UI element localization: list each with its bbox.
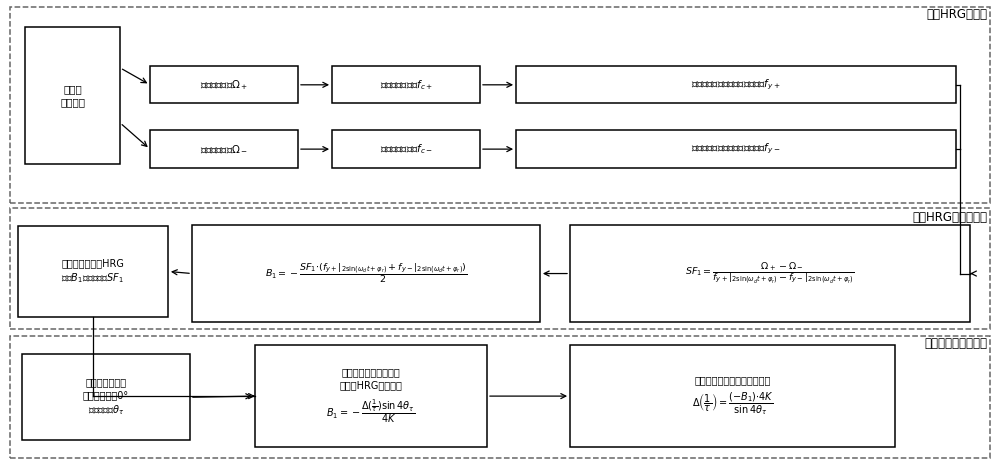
Text: 力反馈控制回路施加静电反馈力$f_{y-}$: 力反馈控制回路施加静电反馈力$f_{y-}$ bbox=[691, 142, 781, 156]
Bar bbox=[10, 336, 990, 458]
Bar bbox=[255, 345, 487, 447]
Text: 确定非等阻尼误差系数
与速率HRG零偏关系
$B_1 = -\dfrac{\Delta(\frac{1}{\tau})\sin4\theta_{\tau}}{4: 确定非等阻尼误差系数 与速率HRG零偏关系 $B_1 = -\dfrac{\De… bbox=[326, 367, 416, 425]
Bar bbox=[18, 226, 168, 317]
Text: 速率HRG自激励: 速率HRG自激励 bbox=[926, 8, 987, 21]
Bar bbox=[10, 208, 990, 329]
Text: 反解谐振子非等阻尼误差系数
$\Delta\left(\dfrac{1}{\tau}\right)=\dfrac{(-B_1){\cdot}4K}{\sin4\: 反解谐振子非等阻尼误差系数 $\Delta\left(\dfrac{1}{\ta… bbox=[692, 375, 773, 418]
Text: 自激励
控制模块: 自激励 控制模块 bbox=[60, 84, 85, 107]
Text: 施加虚拟哥氏力$f_{c-}$: 施加虚拟哥氏力$f_{c-}$ bbox=[380, 142, 432, 156]
Text: $SF_1 = \dfrac{\Omega_+-\Omega_-}{f_{y+}|_{2\sin(\omega_d t+\varphi_r)}-f_{y-}|_: $SF_1 = \dfrac{\Omega_+-\Omega_-}{f_{y+}… bbox=[685, 261, 855, 286]
Bar bbox=[150, 66, 298, 103]
Text: 力反馈控制回路施加静电反馈力$f_{y+}$: 力反馈控制回路施加静电反馈力$f_{y+}$ bbox=[691, 78, 781, 92]
Bar bbox=[150, 130, 298, 168]
Bar bbox=[516, 66, 956, 103]
Text: 自激励正输入$\Omega_+$: 自激励正输入$\Omega_+$ bbox=[200, 78, 248, 92]
Bar bbox=[570, 225, 970, 322]
Bar bbox=[25, 27, 120, 164]
Text: 谐振子检测获得
最大阻尼轴与0°
电极轴夹角$\theta_{\tau}$: 谐振子检测获得 最大阻尼轴与0° 电极轴夹角$\theta_{\tau}$ bbox=[83, 377, 129, 418]
Bar bbox=[22, 354, 190, 440]
Bar bbox=[332, 130, 480, 168]
Bar bbox=[570, 345, 895, 447]
Text: 施加虚拟哥氏力$f_{c+}$: 施加虚拟哥氏力$f_{c+}$ bbox=[380, 78, 432, 92]
Text: 自激励负输入$\Omega_-$: 自激励负输入$\Omega_-$ bbox=[200, 144, 248, 155]
Text: 谐振子参数反解辨识: 谐振子参数反解辨识 bbox=[924, 337, 987, 350]
Text: 速率HRG误差自标定: 速率HRG误差自标定 bbox=[912, 211, 987, 224]
Bar bbox=[192, 225, 540, 322]
Text: 自标定获得速率HRG
零偏$B_1$和标度因数$SF_1$: 自标定获得速率HRG 零偏$B_1$和标度因数$SF_1$ bbox=[61, 258, 125, 285]
Bar bbox=[10, 7, 990, 203]
Bar bbox=[516, 130, 956, 168]
Text: $B_1 = -\dfrac{SF_1{\cdot}(f_{y+}|_{2\sin(\omega_d t+\varphi_r)}+f_{y-}|_{2\sin(: $B_1 = -\dfrac{SF_1{\cdot}(f_{y+}|_{2\si… bbox=[265, 261, 467, 286]
Bar bbox=[332, 66, 480, 103]
